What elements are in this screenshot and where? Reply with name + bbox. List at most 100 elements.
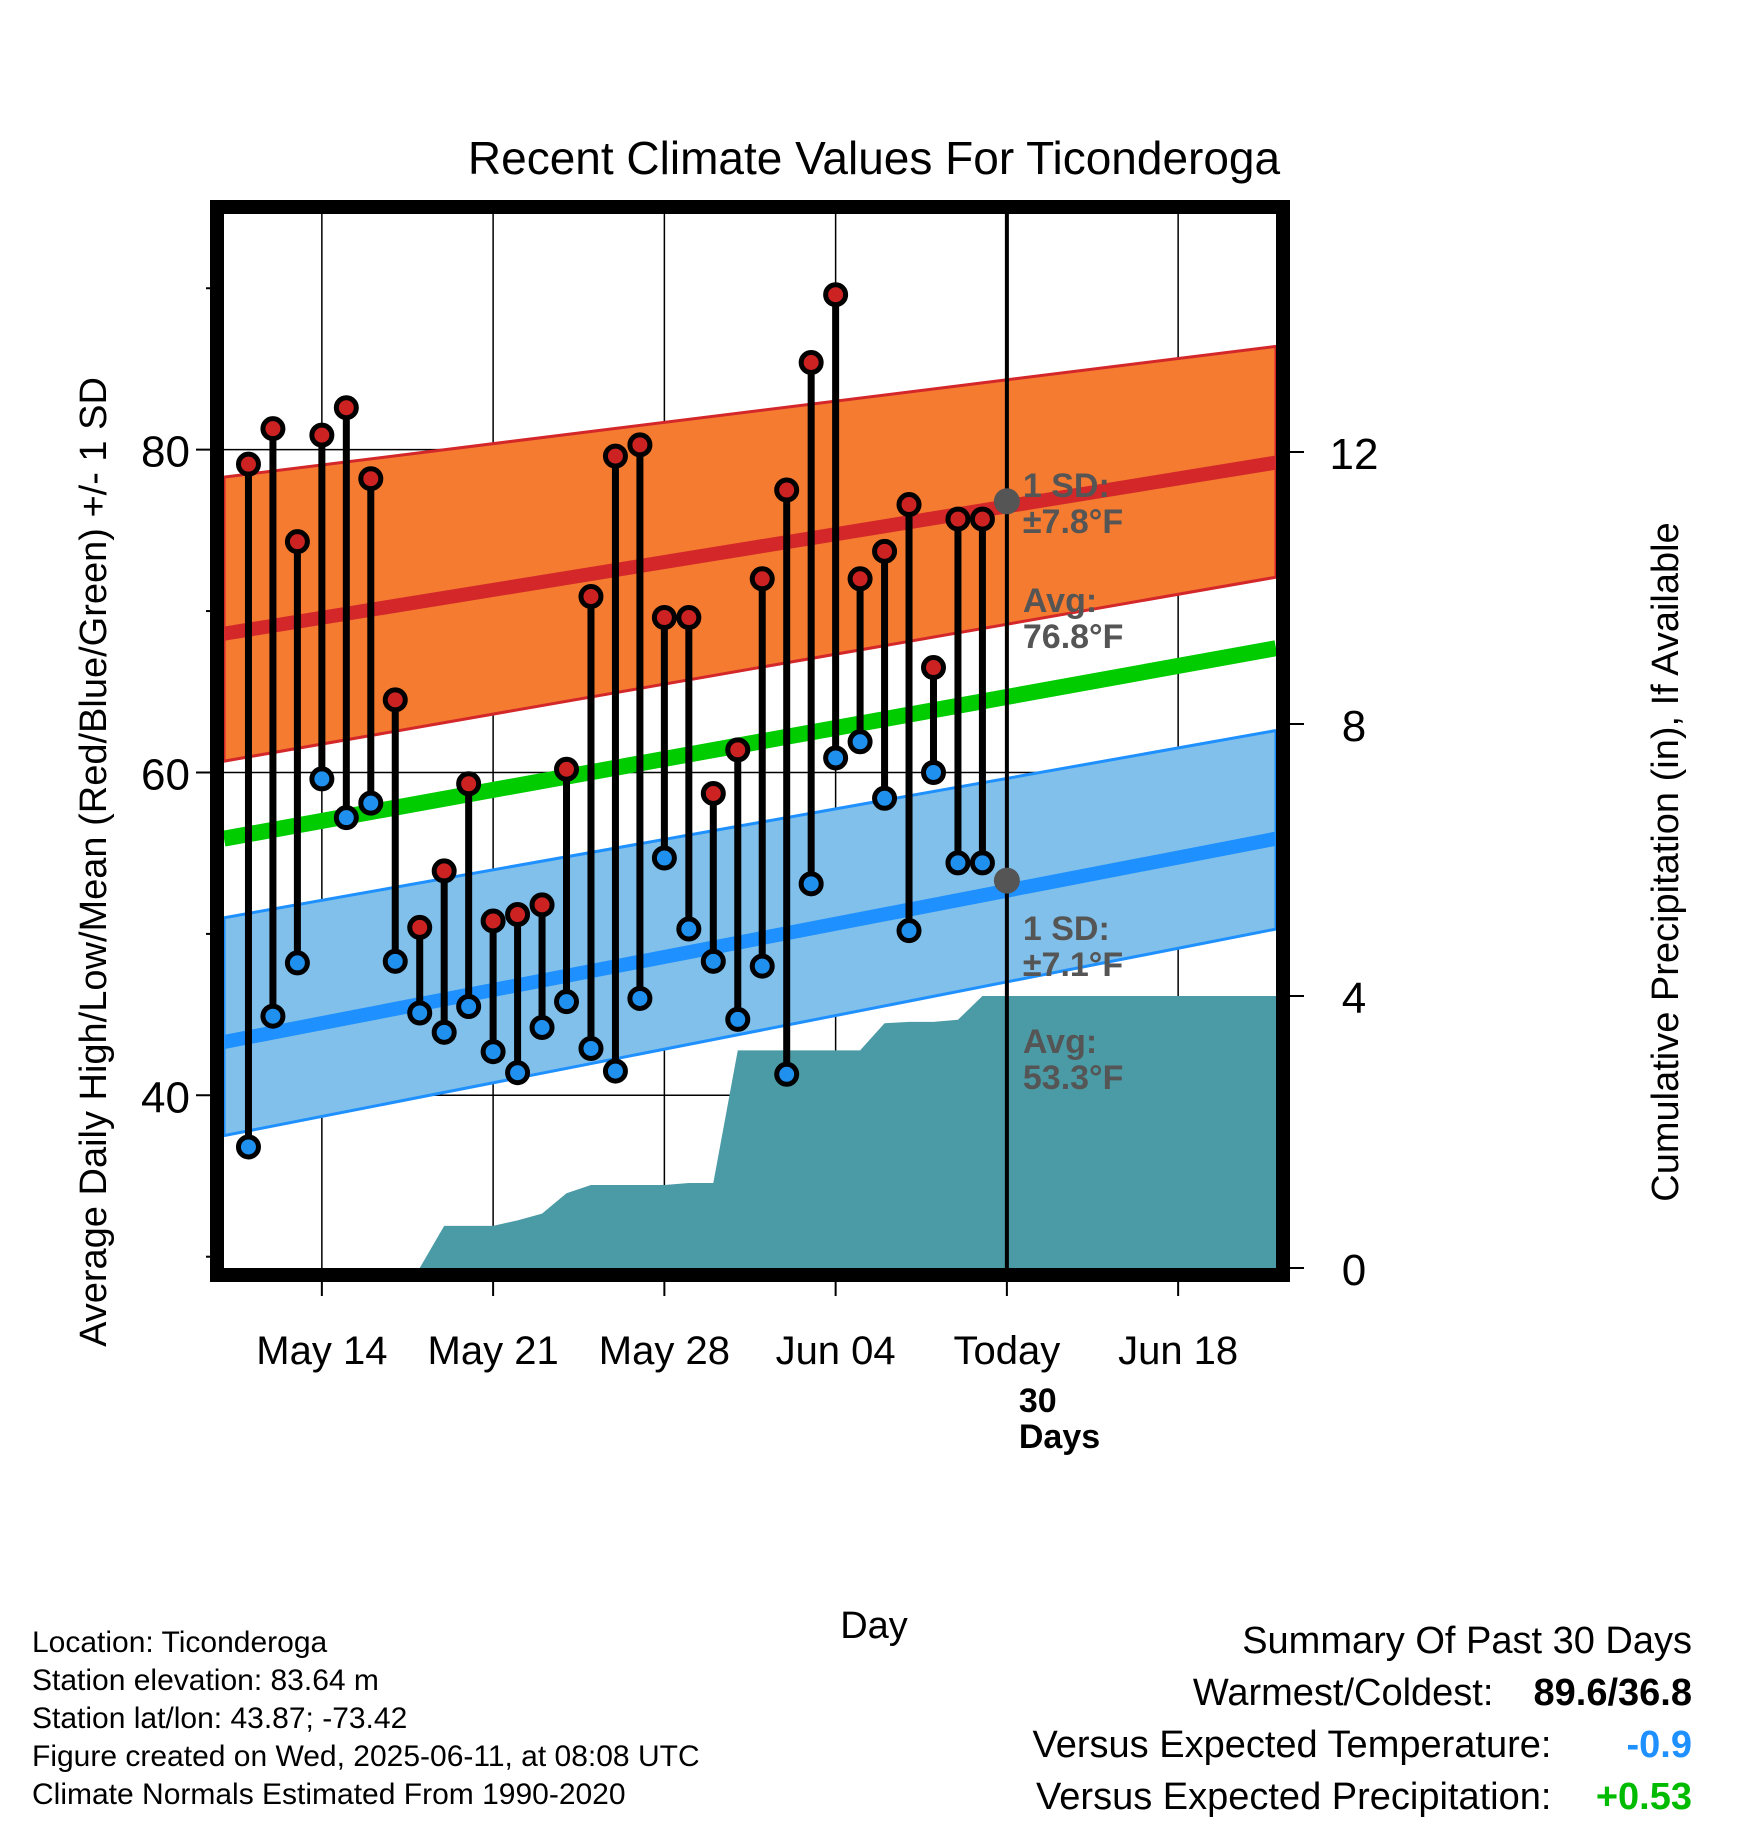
high-sd-annotation: 1 SD: [1023,467,1110,505]
high-temp-point [309,422,335,448]
low-temp-point [358,790,384,816]
low-temp-point [602,1058,628,1084]
high-temp-point [602,443,628,469]
low-temp-point [749,953,775,979]
high-temp-point [627,432,653,458]
high-temp-point [578,584,604,610]
x-tick-label: May 21 [428,1329,559,1373]
summary-heading: Summary Of Past 30 Days [1242,1620,1692,1662]
precip-value: +0.53 [1595,1776,1692,1818]
low-temp-point [676,916,702,942]
high-avg-annotation: Avg: [1023,582,1097,620]
high-temp-point [676,605,702,631]
warmest-label: Warmest/Coldest: [1192,1672,1494,1714]
high-temp-point [945,506,971,532]
low-temp-point [798,871,824,897]
warmest-value: 89.6/36.8 [1533,1672,1692,1714]
low-sd-annotation: ±7.1°F [1023,946,1123,984]
elevation-text: Station elevation: 83.64 m [32,1664,379,1697]
low-temp-point [725,1006,751,1032]
high-temp-point [700,780,726,806]
low-avg-annotation: 53.3°F [1023,1059,1124,1097]
summary-warmest-row: Warmest/Coldest: 89.6/36.8 [1033,1672,1692,1724]
low-temp-point [823,745,849,771]
low-temp-point [945,850,971,876]
high-temp-point [872,538,898,564]
normal-high-line [224,455,1276,641]
latlon-text: Station lat/lon: 43.87; -73.42 [32,1702,408,1735]
high-temp-point [651,605,677,631]
high-temp-point [725,737,751,763]
low-temp-point [627,985,653,1011]
precipitation-area [224,996,1276,1268]
normals-text: Climate Normals Estimated From 1990-2020 [32,1778,626,1811]
y-right-tick-label: 8 [1342,702,1366,751]
low-temp-point [309,766,335,792]
temp-label: Versus Expected Temperature: [1032,1724,1552,1766]
low-sd-annotation: 1 SD: [1023,910,1110,948]
high-temp-point [749,566,775,592]
high-temp-point [798,349,824,375]
low-temp-point [554,989,580,1015]
days-annotation: Days [1019,1418,1100,1456]
low-temp-point [969,850,995,876]
high-temp-point [407,914,433,940]
low-temp-point [456,994,482,1020]
x-tick-label: May 14 [256,1329,387,1373]
high-temp-point [920,655,946,681]
low-avg-marker [993,867,1020,894]
summary-panel: Summary Of Past 30 Days Warmest/Coldest:… [1033,1620,1692,1828]
low-temp-point [920,759,946,785]
x-tick-label: Today [954,1329,1061,1373]
low-temp-point [407,1000,433,1026]
y-tick-label: 60 [141,750,190,799]
low-temp-point [700,948,726,974]
high-temp-point [333,395,359,421]
days-annotation: 30 [1019,1382,1057,1420]
high-avg-annotation: 76.8°F [1023,618,1124,656]
low-temp-point [480,1039,506,1065]
normal-low-line [224,831,1276,1049]
plot-frame [210,200,1290,1282]
created-text: Figure created on Wed, 2025-06-11, at 08… [32,1740,700,1773]
station-info: Location: Ticonderoga Station elevation:… [32,1624,700,1814]
low-avg-annotation: Avg: [1023,1023,1097,1061]
low-temp-point [284,950,310,976]
low-temp-point [431,1019,457,1045]
low-temp-point [578,1035,604,1061]
summary-precip-row: Versus Expected Precipitation: +0.53 [1033,1776,1692,1828]
low-temp-point [896,918,922,944]
low-temp-point [505,1060,531,1086]
normal-mean-line [224,640,1276,847]
x-tick-label: Jun 18 [1118,1329,1238,1373]
low-temp-point [529,1015,555,1041]
high-temp-point [382,687,408,713]
high-temp-point [554,756,580,782]
y-axis-label: Average Daily High/Low/Mean (Red/Blue/Gr… [73,377,115,1347]
low-temp-point [382,948,408,974]
y-axis-right-label: Cumulative Precipitation (in), If Availa… [1645,522,1687,1201]
high-temp-point [529,892,555,918]
chart-title: Recent Climate Values For Ticonderoga [468,132,1281,184]
low-temp-point [260,1003,286,1029]
high-temp-point [358,466,384,492]
low-sd-band [224,728,1276,1138]
high-sd-annotation: ±7.8°F [1023,503,1123,541]
y-right-tick-label: 4 [1342,974,1366,1023]
high-temp-point [260,416,286,442]
x-tick-label: May 28 [599,1329,730,1373]
y-right-tick-label: 12 [1330,430,1379,479]
high-temp-point [969,506,995,532]
high-temp-point [823,282,849,308]
summary-temp-row: Versus Expected Temperature: -0.9 [1033,1724,1692,1776]
high-temp-point [847,566,873,592]
high-temp-point [235,451,261,477]
low-temp-point [651,845,677,871]
low-temp-point [333,805,359,831]
location-text: Location: Ticonderoga [32,1626,328,1659]
y-right-tick-label: 0 [1342,1246,1366,1295]
high-avg-marker [993,488,1020,515]
high-temp-point [431,858,457,884]
